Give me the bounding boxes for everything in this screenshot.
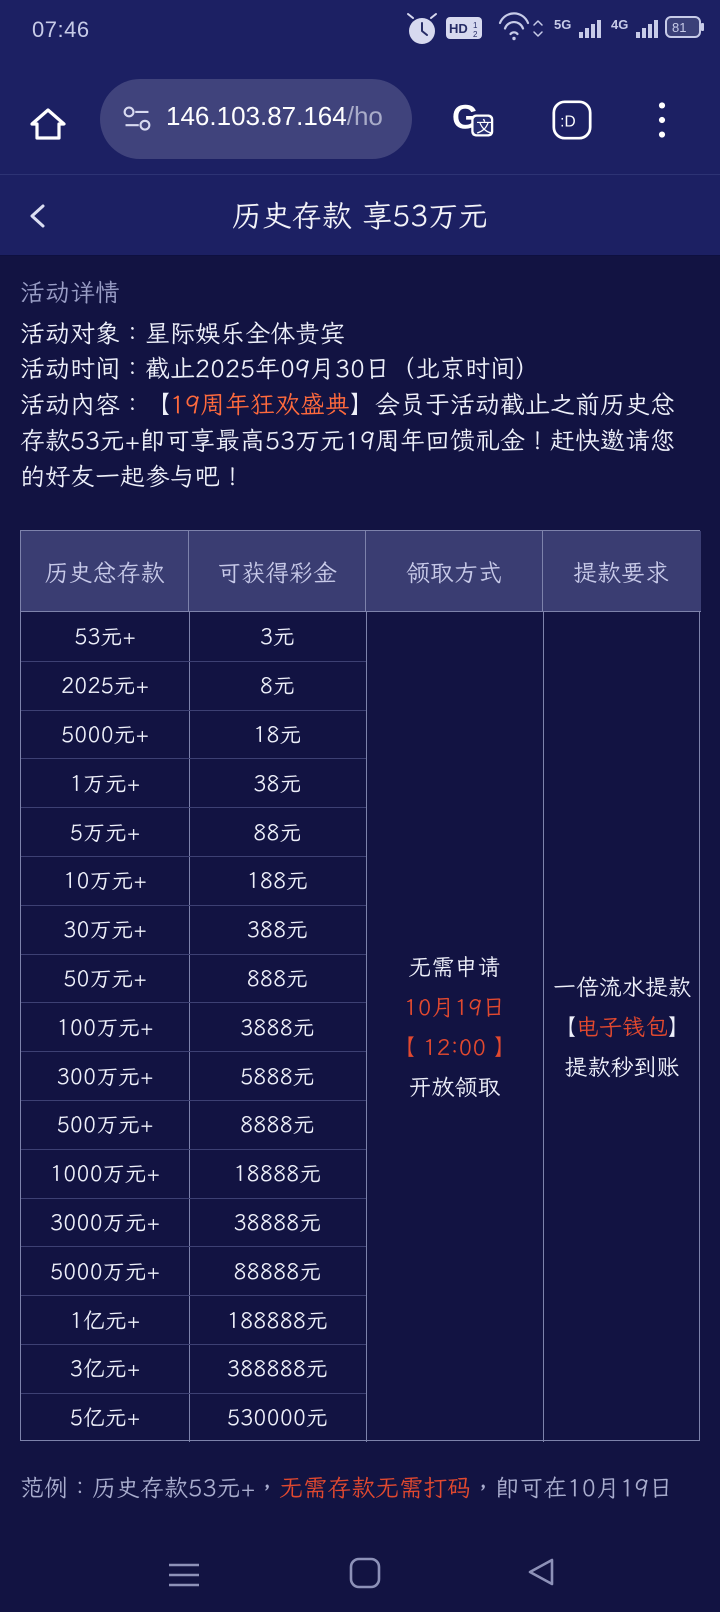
- svg-text:5G: 5G: [554, 17, 571, 32]
- svg-text:文: 文: [476, 118, 492, 136]
- svg-text:81: 81: [672, 20, 686, 35]
- svg-text:2: 2: [473, 30, 478, 39]
- svg-text:1: 1: [473, 21, 478, 30]
- svg-text:4G: 4G: [611, 17, 628, 32]
- svg-text:HD: HD: [449, 21, 468, 36]
- svg-text::D: :D: [560, 113, 575, 130]
